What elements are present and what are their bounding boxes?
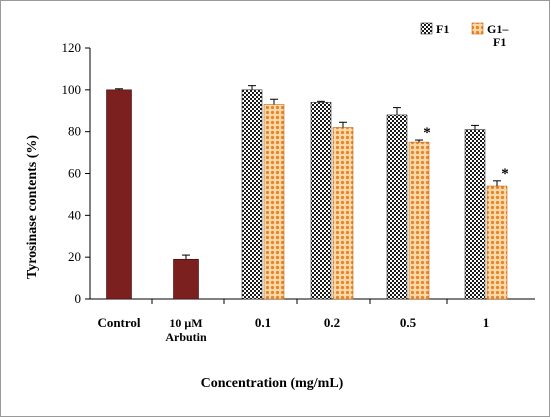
bars-layer [106,85,508,300]
x-axis-label: Concentration (mg/mL) [201,376,344,391]
y-axis-label: Tyrosinase contents (%) [25,135,40,279]
x-tick-label: 1 [483,315,490,330]
legend: F1 G1–F1 [420,22,509,49]
significance-marker: * [501,166,509,182]
x-tick-label: 0.2 [324,315,340,330]
x-tick-label: Arbutin [165,330,207,344]
x-tick-label: 10 μM [169,316,202,330]
legend-label: G1– [487,22,509,36]
legend-label: F1 [493,35,506,49]
bar-control-1 [173,258,199,300]
x-tick-label: Control [97,315,140,330]
y-tick-label: 120 [62,40,82,55]
bar-F1-1 [464,129,486,300]
bar-F1-0.1 [241,89,263,300]
y-tick-label: 100 [62,82,82,97]
bar-G1–F1-0.2 [332,127,354,300]
bar-F1-0.2 [310,102,332,300]
legend-swatch-0 [420,22,433,35]
y-tick-label: 60 [68,166,81,181]
y-tick-label: 20 [68,249,81,264]
bar-G1–F1-0.5 [408,141,430,300]
legend-swatch-1 [471,22,484,35]
y-tick-label: 40 [68,207,81,222]
x-tick-label: 0.5 [400,315,417,330]
legend-label: F1 [436,22,449,36]
x-tick-label: 0.1 [255,315,271,330]
axes: 0 20 40 60 80 100 120 [62,40,535,306]
bar-G1–F1-0.1 [263,104,285,300]
bar-F1-0.5 [386,114,408,300]
y-tick-label: 80 [68,124,81,139]
bar-G1–F1-1 [486,185,508,300]
y-tick-label: 0 [75,291,82,306]
bar-control-0 [106,89,132,300]
significance-marker: * [423,125,431,141]
